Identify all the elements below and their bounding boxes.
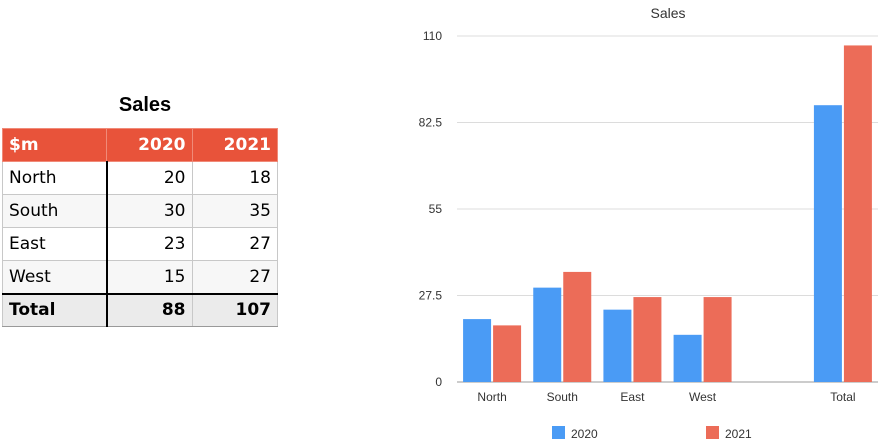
bar-2020 [813,105,842,382]
bar-2020 [603,309,632,382]
bar-2021 [703,297,732,382]
table-row: North 20 18 [2,161,278,195]
row-label: West [2,260,108,294]
bar-2021 [633,297,662,382]
row-value-2020: 30 [106,194,193,228]
header-2020: 2020 [106,128,193,162]
bar-2021 [563,271,592,382]
legend-swatch-2021 [706,426,719,439]
legend-swatch-2020 [552,426,565,439]
legend-label: 2020 [571,427,598,440]
x-tick-label: North [477,390,506,404]
y-tick-label: 82.5 [419,116,443,130]
y-tick-label: 27.5 [419,289,443,303]
y-tick-label: 55 [429,202,443,216]
table-header-row: $m 2020 2021 [2,128,278,162]
row-value-2020: 20 [106,161,193,195]
bar-2021 [493,325,522,382]
row-label: South [2,194,108,228]
bar-2020 [463,319,492,382]
row-value-2021: 18 [191,161,278,195]
table-row: South 30 35 [2,194,278,228]
table-total-row: Total 88 107 [2,292,278,327]
table-title: Sales [118,94,172,116]
bar-chart: Sales 0 27.5 55 82.5 110 North South East West Tot… [419,5,878,440]
sales-table-block: Sales $m 2020 2021 North 20 18 South 30 … [2,92,280,327]
total-value-2020: 88 [106,292,193,327]
x-tick-label: East [620,390,645,404]
y-tick-label: 110 [423,29,442,43]
row-value-2021: 35 [191,194,278,228]
row-value-2021: 27 [191,260,278,294]
chart-title: Sales [650,5,685,21]
row-value-2020: 23 [106,227,193,261]
header-unit: $m [2,128,107,162]
x-tick-label: Total [830,390,855,404]
bar-2020 [673,334,702,382]
bar-2020 [533,287,562,382]
total-value-2021: 107 [191,292,278,327]
y-tick-label: 0 [435,375,442,389]
x-tick-label: West [689,390,717,404]
row-value-2021: 27 [191,227,278,261]
header-2021: 2021 [191,128,278,162]
table-row: East 23 27 [2,227,278,261]
row-value-2020: 15 [106,260,193,294]
row-label: North [2,161,108,195]
sales-table: $m 2020 2021 North 20 18 South 30 35 Eas… [2,128,278,327]
table-row: West 15 27 [2,260,278,294]
legend-label: 2021 [725,427,752,440]
bar-2021 [843,45,872,382]
row-label: East [2,227,108,261]
x-tick-label: South [547,390,578,404]
total-label: Total [2,292,108,327]
